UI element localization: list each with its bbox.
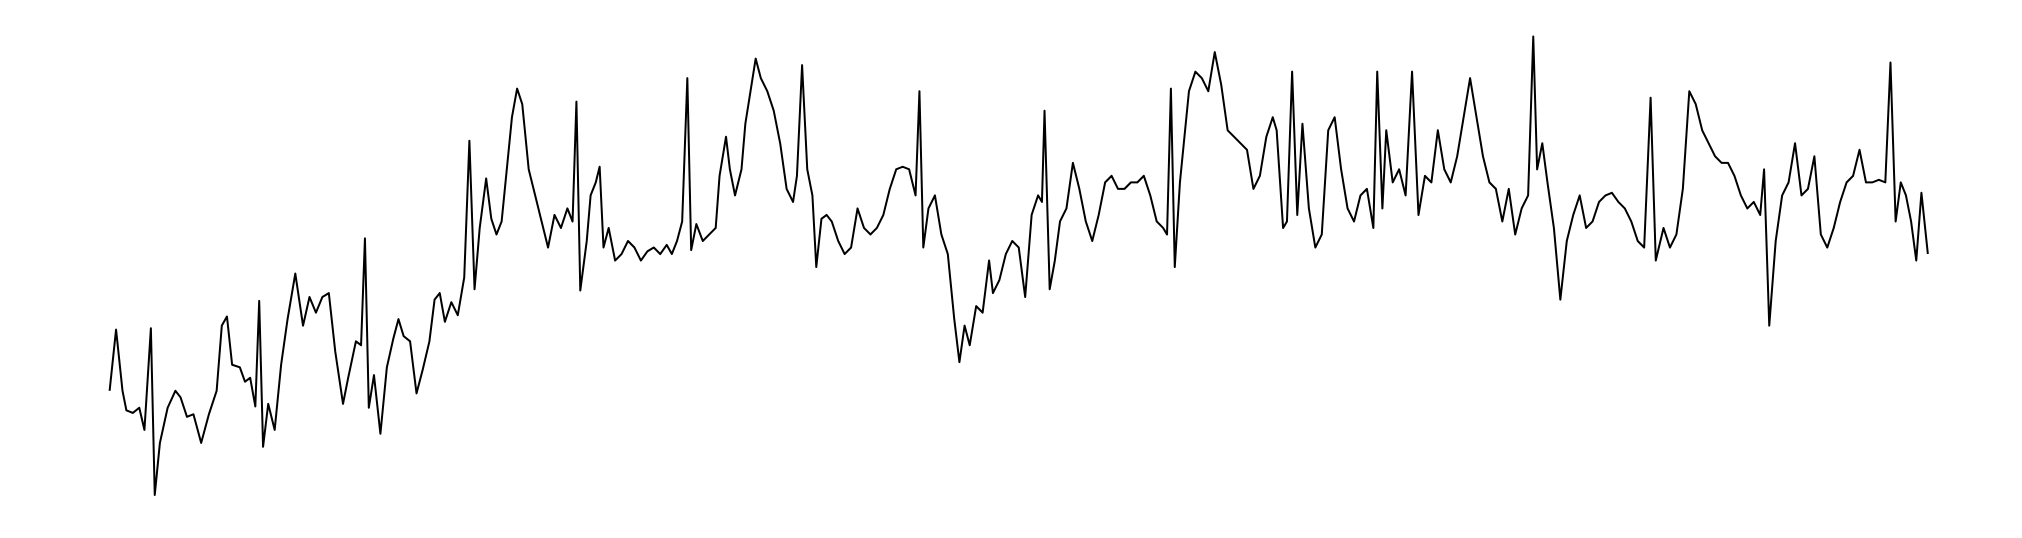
data-line	[108, 35, 1929, 497]
